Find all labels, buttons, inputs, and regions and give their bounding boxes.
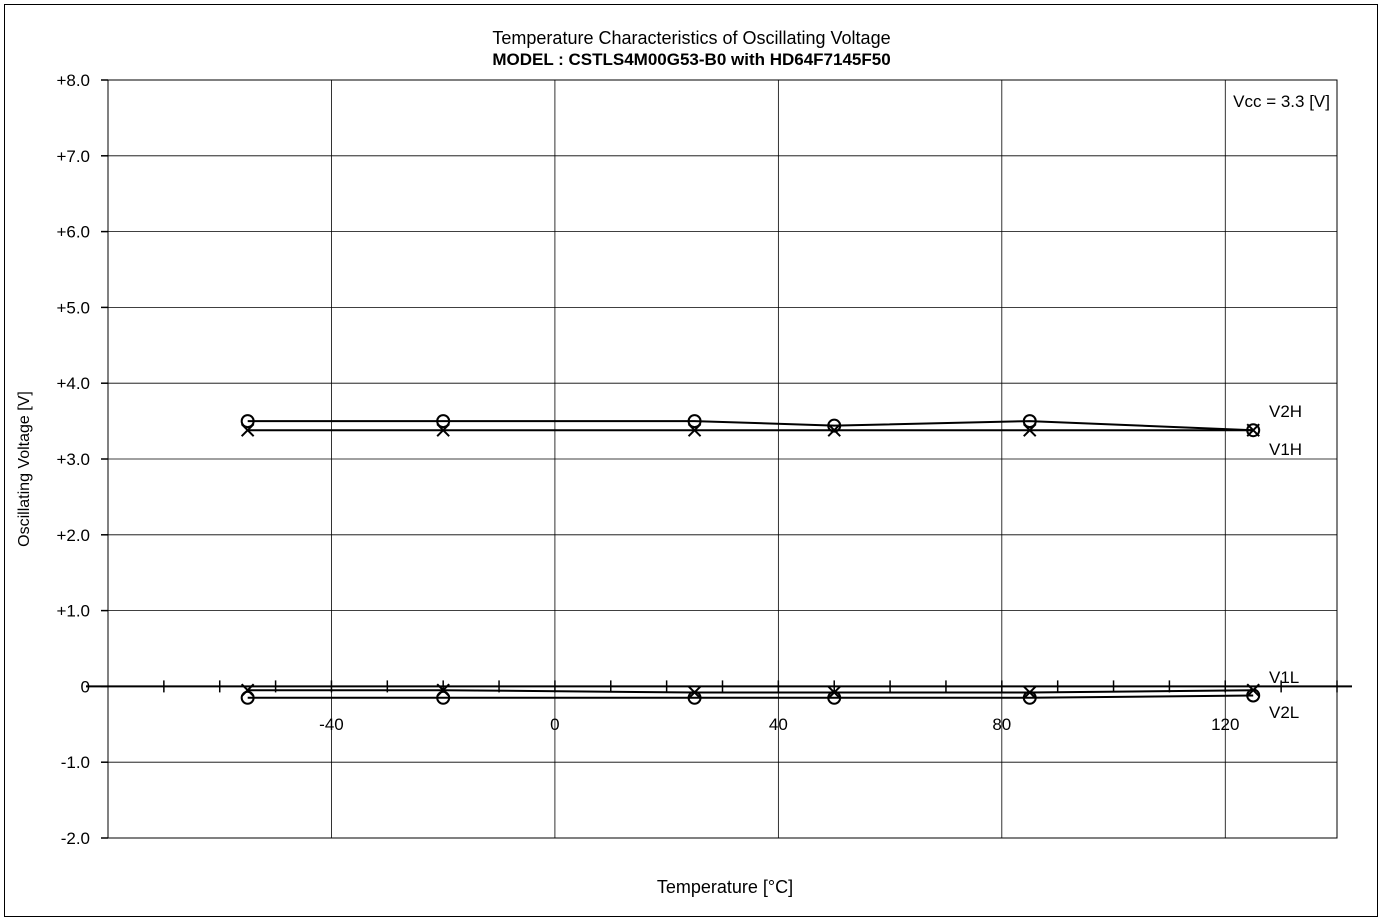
series-label-v2l: V2L <box>1269 703 1299 722</box>
data-point-v1h <box>240 423 255 437</box>
data-point-v2h <box>827 418 842 433</box>
x-tick-label: -40 <box>319 715 344 734</box>
data-point-v2l <box>240 690 255 705</box>
y-tick-label: +3.0 <box>56 450 90 469</box>
y-tick-label: 0 <box>81 677 90 696</box>
y-tick-label: +8.0 <box>56 71 90 90</box>
x-tick-label: 80 <box>992 715 1011 734</box>
x-tick-label: 40 <box>769 715 788 734</box>
data-point-v1h <box>436 423 450 437</box>
data-point-v1h <box>827 423 841 437</box>
data-point-v1h <box>1246 423 1260 437</box>
vcc-annotation: Vcc = 3.3 [V] <box>1233 92 1330 111</box>
x-axis-label: Temperature [°C] <box>656 877 794 897</box>
data-point-v2l <box>1246 688 1261 703</box>
series-label-v2h: V2H <box>1269 402 1302 421</box>
data-point-v1h <box>687 423 702 437</box>
data-point-v2l <box>1022 690 1037 705</box>
y-tick-label: -2.0 <box>61 829 90 848</box>
series-line-v1l <box>247 689 1254 694</box>
y-tick-label: +7.0 <box>56 147 90 166</box>
y-tick-label: +1.0 <box>56 602 90 621</box>
data-point-v1h <box>1023 423 1037 437</box>
series-label-v1l: V1L <box>1269 668 1299 687</box>
x-tick-label: 120 <box>1211 715 1239 734</box>
y-tick-label: +5.0 <box>56 298 90 317</box>
chart-subtitle: MODEL : CSTLS4M00G53-B0 with HD64F7145F5… <box>492 50 891 69</box>
y-tick-label: +6.0 <box>56 223 90 242</box>
y-tick-label: +4.0 <box>56 374 90 393</box>
series-line-v2h <box>247 420 1254 432</box>
y-tick-label: +2.0 <box>56 526 90 545</box>
data-point-v2l <box>436 690 451 705</box>
data-point-v2h <box>687 414 702 429</box>
chart-frame <box>4 4 1378 917</box>
data-point-v2h <box>1022 414 1037 429</box>
chart-title: Temperature Characteristics of Oscillati… <box>492 28 891 48</box>
series-label-v1h: V1H <box>1269 440 1302 459</box>
data-point-v2h <box>240 414 255 429</box>
data-point-v2h <box>436 414 451 429</box>
data-point-v2l <box>827 690 842 705</box>
data-point-v2l <box>687 690 702 705</box>
series-line-v2l <box>247 694 1254 699</box>
x-tick-label: 0 <box>550 715 559 734</box>
y-tick-label: -1.0 <box>61 753 90 772</box>
